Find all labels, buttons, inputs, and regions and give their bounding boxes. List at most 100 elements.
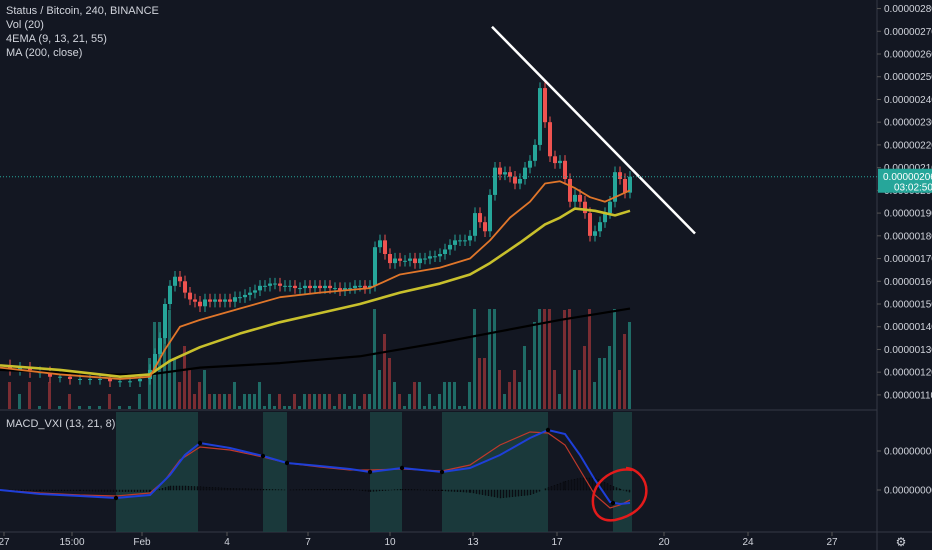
macd-histogram-bar [456,489,459,492]
macd-histogram-bar [505,489,508,498]
candle-body [108,379,112,382]
candle-body [28,367,32,373]
candle-body [468,235,472,241]
macd-cross-dot [399,465,405,471]
price-tick-label: 0.00000230 [884,118,932,129]
candle-body [408,258,412,261]
candle-body [218,299,222,302]
macd-histogram-bar [585,477,588,491]
settings-gear-icon[interactable]: ⚙ [896,535,907,549]
volume-bar [463,406,466,409]
candle-body [323,285,327,289]
volume-bar [358,406,361,409]
candle-body [523,167,527,179]
time-tick-label: 13 [467,537,479,548]
candle-body [513,176,517,184]
volume-bar [48,382,51,409]
candle-body [598,222,602,232]
volume-bar [88,406,91,409]
macd-histogram-bar [169,485,172,491]
macd-histogram-bar [532,489,535,494]
candle-body [258,285,262,291]
candle-body [228,299,232,302]
ema-indicator-label[interactable]: 4EMA (9, 13, 21, 55) [6,33,107,45]
volume-bar [163,309,166,409]
candle-body [618,172,622,179]
macd-line [0,428,631,506]
macd-histogram-bar [217,487,220,491]
macd-histogram-bar [202,486,205,491]
candle-body [558,160,562,164]
volume-bar [583,346,586,409]
candle-body [98,379,102,380]
volume-bar [428,394,431,409]
volume-bar [388,358,391,409]
volume-bar [193,394,196,409]
candle-body [363,285,367,289]
candle-body [433,256,437,258]
macd-histogram-bar [164,487,167,491]
candle-body [68,376,72,379]
candle-body [608,201,612,214]
macd-histogram-bar [478,489,481,495]
candle-body [333,288,337,290]
candle-body [158,338,162,354]
macd-histogram-bar [334,489,337,491]
volume-bar [323,394,326,409]
price-tick-label: 0.00000170 [884,254,932,265]
volume-bar [618,370,621,409]
volume-bar [128,406,131,409]
macd-histogram-bar [316,489,319,491]
volume-bar [548,309,551,409]
volume-bar [253,394,256,409]
macd-histogram-bar [244,488,247,491]
volume-bar [413,382,416,409]
macd-histogram-bar [562,481,565,491]
volume-bar [108,394,111,409]
macd-histogram-bar [603,482,606,491]
candle-body [118,381,122,383]
volume-bar [363,394,366,409]
candle-body [343,288,347,291]
macd-histogram-bar [187,485,190,491]
macd-histogram-bar [63,489,66,492]
price-tick-label: 0.00000280 [884,4,932,15]
price-tick-label: 0.00000160 [884,277,932,288]
macd-histogram-bar [42,489,45,492]
candle-body [388,254,392,264]
macd-histogram-bar [434,489,437,491]
macd-histogram-bar [462,489,465,493]
symbol-title[interactable]: Status / Bitcoin, 240, BINANCE [6,5,159,17]
macd-histogram-bar [319,489,322,491]
macd-histogram-bar [57,489,60,492]
time-tick-label: 17 [551,537,563,548]
price-tick-label: 0.00000250 [884,72,932,83]
macd-histogram-bar [247,488,250,491]
price-tick-label: 0.00000210 [884,163,932,174]
candle-body [498,167,502,175]
ma-indicator-label[interactable]: MA (200, close) [6,47,83,59]
price-tick-label: 0.00000120 [884,368,932,379]
macd-histogram-bar [481,489,484,495]
candle-body [288,285,292,287]
volume-bar [503,394,506,409]
candle-body [163,304,167,339]
volume-bar [573,370,576,409]
macd-histogram-bar [100,489,103,492]
macd-histogram-bar [172,485,175,491]
macd-histogram-bar [149,489,152,492]
macd-indicator-label[interactable]: MACD_VXI (13, 21, 8) [6,418,116,430]
macd-histogram-bar [91,489,94,492]
volume-bar [293,394,296,409]
candle-body [488,194,492,232]
candle-body [528,160,532,168]
macd-histogram-bar [85,489,88,492]
macd-histogram-bar [158,488,161,491]
macd-histogram-bar [214,487,217,491]
macd-histogram-bar [79,489,82,492]
macd-histogram-bar [547,487,550,491]
volume-bar [368,394,371,409]
macd-histogram-bar [121,489,124,492]
volume-indicator-label[interactable]: Vol (20) [6,19,44,31]
